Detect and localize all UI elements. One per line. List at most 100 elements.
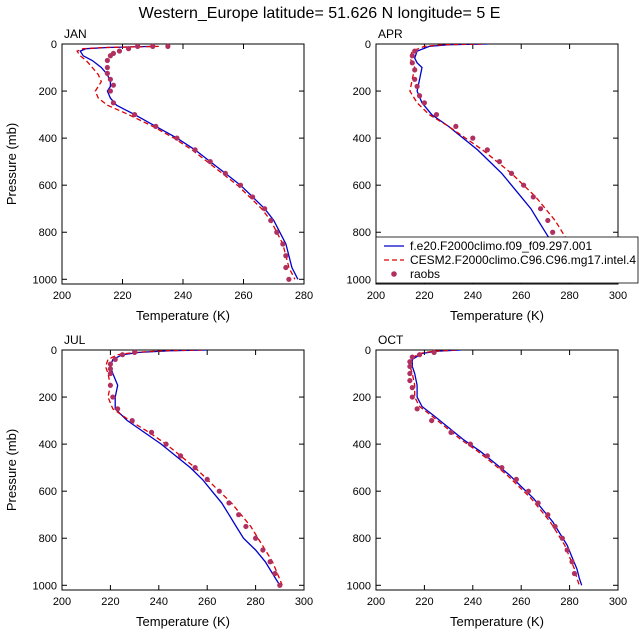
legend: f.e20.F2000climo.f09_f09.297.001 CESM2.F… bbox=[375, 236, 639, 284]
raobs-point bbox=[412, 67, 418, 73]
x-tick-label: 220 bbox=[101, 596, 119, 608]
raobs-point bbox=[496, 159, 503, 165]
raobs-point bbox=[407, 377, 413, 384]
x-tick-label: 240 bbox=[464, 290, 482, 302]
y-tick-label: 1000 bbox=[33, 274, 57, 286]
raobs-point bbox=[280, 241, 286, 247]
raobs-point bbox=[132, 111, 138, 118]
raobs-point bbox=[274, 229, 280, 235]
raobs-point bbox=[260, 547, 266, 553]
plot-frame bbox=[375, 43, 619, 285]
legend-swatch-raobs bbox=[391, 271, 397, 277]
legend-box bbox=[375, 236, 639, 284]
raobs-point bbox=[115, 406, 121, 412]
y-tick-label: 200 bbox=[39, 86, 57, 98]
y-tick-label: 0 bbox=[51, 39, 57, 51]
raobs-point bbox=[192, 465, 198, 471]
x-tick-label: 280 bbox=[246, 596, 264, 608]
x-tick-label: 220 bbox=[113, 290, 131, 302]
raobs-point bbox=[409, 354, 415, 360]
x-tick-label: 200 bbox=[53, 596, 71, 608]
y-tick-label: 0 bbox=[365, 39, 371, 51]
y-tick-label: 600 bbox=[39, 180, 57, 192]
x-tick-label: 240 bbox=[150, 596, 168, 608]
x-tick-label: 220 bbox=[415, 596, 433, 608]
raobs-point bbox=[150, 43, 156, 49]
raobs-point bbox=[433, 111, 440, 118]
raobs-point bbox=[467, 441, 473, 447]
cesm2-profile-line bbox=[409, 350, 580, 586]
y-tick-label: 800 bbox=[353, 227, 371, 239]
raobs-point bbox=[268, 217, 274, 224]
raobs-point bbox=[414, 406, 420, 412]
y-tick-label: 0 bbox=[51, 345, 57, 357]
raobs-point bbox=[421, 100, 427, 106]
raobs-point bbox=[243, 523, 249, 530]
plot-frame bbox=[375, 349, 619, 591]
panel-jul: JUL Temperature (K) Pressure (mb) 200 220… bbox=[4, 333, 313, 629]
raobs-point bbox=[129, 417, 135, 424]
raobs-point bbox=[409, 60, 415, 66]
raobs-point bbox=[110, 100, 117, 106]
raobs-point bbox=[407, 370, 413, 377]
y-tick-label: 1000 bbox=[347, 580, 371, 592]
raobs-point bbox=[237, 182, 244, 188]
raobs-point bbox=[165, 43, 171, 49]
raobs-point bbox=[116, 48, 123, 54]
x-axis-label: Temperature (K) bbox=[136, 614, 230, 629]
raobs-point bbox=[412, 48, 418, 54]
cesm2-profile-line bbox=[76, 45, 296, 280]
raobs-point bbox=[216, 488, 222, 494]
cesm2-profile-line bbox=[409, 44, 585, 280]
raobs-point bbox=[226, 500, 232, 506]
x-tick-label: 240 bbox=[464, 596, 482, 608]
raobs-point bbox=[550, 229, 556, 235]
plot-frame bbox=[61, 43, 305, 285]
raobs-point bbox=[204, 476, 210, 483]
raobs-point bbox=[448, 429, 454, 435]
raobs-point bbox=[484, 453, 490, 459]
raobs-point bbox=[409, 53, 415, 59]
raobs-point bbox=[407, 363, 413, 370]
raobs-point bbox=[174, 135, 180, 141]
raobs-point bbox=[416, 352, 423, 358]
raobs-point bbox=[407, 359, 413, 365]
raobs-point bbox=[107, 366, 113, 372]
raobs-point bbox=[513, 476, 519, 483]
raobs-point bbox=[148, 429, 155, 435]
raobs-point bbox=[470, 135, 476, 141]
raobs-point bbox=[267, 559, 273, 565]
panel-apr: APR Temperature (K) 200 220 240 260 280 300 0 2… bbox=[347, 27, 628, 323]
x-tick-label: 280 bbox=[560, 596, 578, 608]
y-tick-label: 200 bbox=[353, 86, 371, 98]
raobs-point bbox=[286, 276, 292, 282]
x-tick-label: 260 bbox=[234, 290, 252, 302]
raobs-point bbox=[153, 123, 159, 129]
x-tick-label: 200 bbox=[367, 290, 385, 302]
y-tick-label: 200 bbox=[39, 392, 57, 404]
raobs-point bbox=[431, 349, 437, 355]
y-tick-label: 800 bbox=[39, 533, 57, 545]
raobs-point bbox=[537, 206, 544, 212]
raobs-point bbox=[571, 570, 578, 577]
y-tick-label: 400 bbox=[353, 439, 371, 451]
y-tick-label: 400 bbox=[39, 133, 57, 145]
f-e20-profile-line bbox=[79, 45, 299, 280]
f-e20-profile-line bbox=[413, 44, 573, 280]
x-axis-label: Temperature (K) bbox=[450, 308, 544, 323]
x-tick-label: 200 bbox=[367, 596, 385, 608]
x-axis-label: Temperature (K) bbox=[136, 308, 230, 323]
x-tick-label: 260 bbox=[512, 596, 530, 608]
y-tick-label: 0 bbox=[365, 345, 371, 357]
raobs-point bbox=[416, 93, 423, 99]
raobs-point bbox=[545, 512, 551, 518]
raobs-point bbox=[249, 194, 256, 200]
raobs-point bbox=[283, 264, 289, 271]
x-tick-label: 260 bbox=[512, 290, 530, 302]
raobs-point bbox=[125, 46, 132, 52]
raobs-point bbox=[484, 147, 490, 153]
x-tick-label: 300 bbox=[609, 596, 627, 608]
raobs-point bbox=[552, 523, 558, 530]
y-tick-label: 800 bbox=[353, 533, 371, 545]
raobs-point bbox=[236, 512, 242, 518]
